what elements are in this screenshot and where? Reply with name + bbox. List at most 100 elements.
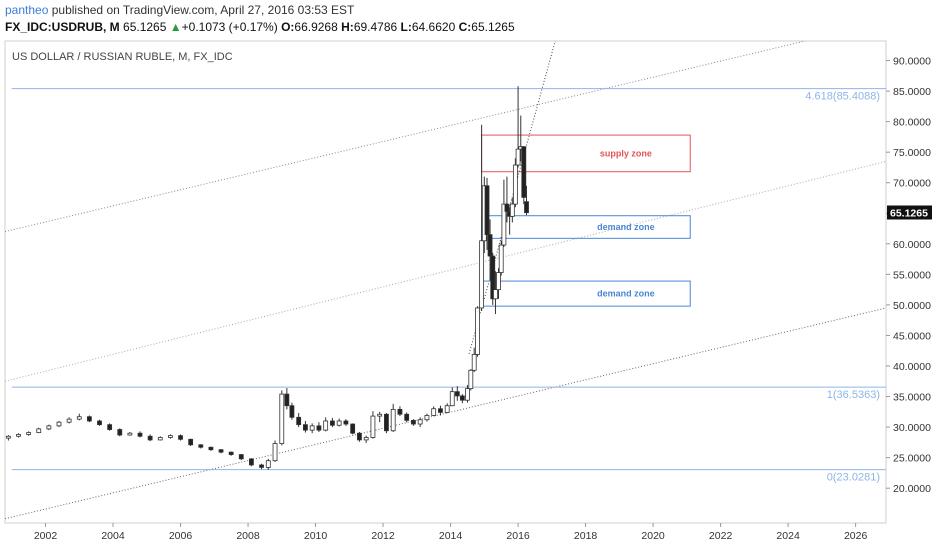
candle-body [444,405,450,413]
x-tick-label: 2006 [169,530,193,542]
candle [397,406,403,417]
candle-body [424,415,430,421]
x-tick-label: 2020 [641,530,665,542]
candle-body [46,425,52,430]
y-tick-label: 90.0000 [893,56,931,68]
candle [259,463,264,470]
close-label: C: [458,20,472,34]
candle-body [188,438,194,446]
candle [76,413,82,421]
candle [303,420,308,433]
fib-level-label: 4.618(85.4088) [805,91,880,103]
candle [438,405,443,416]
x-tick-label: 2024 [776,530,800,542]
candle-body [498,244,504,273]
candle [228,451,234,456]
candle-body [228,451,234,455]
last-price-label: 65.1265 [890,208,928,220]
zone-label: supply zone [600,148,652,158]
candle [496,268,501,299]
candle-body [5,435,11,439]
candle [336,418,342,427]
candle [238,453,244,461]
candle-body [490,255,496,300]
y-tick-label: 75.0000 [893,147,931,159]
candle [417,417,423,428]
candle [454,386,460,401]
candle-body [363,437,369,441]
candle [424,413,430,422]
x-tick-label: 2012 [371,530,395,542]
candle [66,417,72,424]
close-value: 65.1265 [471,20,515,34]
candle [350,423,356,435]
candle-body [249,458,254,466]
symbol-label[interactable]: FX_IDC:USDRUB, M [5,20,120,34]
candle [26,431,32,436]
candle [411,419,416,426]
candle [284,387,290,410]
high-value: 69.4786 [353,20,398,34]
candle-body [157,437,163,441]
candle [296,413,302,428]
candle [465,384,470,403]
candle [370,411,376,439]
candle-body [218,449,224,453]
candle-body [316,425,322,431]
candle [475,306,480,357]
change-value: +0.1073 (+0.17%) [181,20,278,34]
y-tick-label: 20.0000 [893,483,931,495]
candle [316,422,322,432]
candle-body [259,464,264,468]
author-link[interactable]: pantheo [5,3,49,17]
candle [198,444,204,449]
candle [521,146,527,205]
header: pantheo published on TradingView.com, Ap… [0,0,932,40]
candle [208,446,214,451]
candle-body [178,435,183,440]
candle-body [390,408,396,432]
candle-body [127,432,133,436]
low-value: 64.6620 [411,20,456,34]
candle-body [16,434,21,437]
y-tick-label: 80.0000 [893,117,931,129]
candle [249,458,254,467]
candle-body [438,408,443,413]
candle [279,390,285,446]
candle [147,434,153,442]
trend-line [5,41,806,233]
candle [36,427,42,434]
candle [218,449,224,454]
x-tick-label: 2004 [101,530,125,542]
candle-body [479,240,485,309]
y-tick-label: 35.0000 [893,392,931,404]
candle-body [343,420,349,425]
candle-body [272,443,278,462]
x-tick-label: 2008 [236,530,260,542]
candle [272,440,278,462]
candle [117,428,123,437]
candle-body [303,424,308,431]
candle-body [404,413,410,421]
candle [512,158,518,208]
fib-level-label: 0(23.0281) [827,472,880,484]
candle-body [475,307,480,355]
x-tick-label: 2022 [709,530,733,542]
candle-body [501,203,507,246]
candle-body [56,421,62,427]
candle-body [265,460,271,468]
candle [449,387,455,407]
trend-line [5,160,886,382]
candle-body [468,369,474,390]
candle-body [289,405,295,418]
open-value: 66.9268 [294,20,338,34]
candle-body [454,391,460,397]
plot-area[interactable] [4,40,887,524]
candle [501,179,507,247]
candle-body [431,408,437,416]
candle [167,434,173,439]
y-tick-label: 45.0000 [893,330,931,342]
x-tick-label: 2026 [844,530,868,542]
candle-body [117,429,123,436]
